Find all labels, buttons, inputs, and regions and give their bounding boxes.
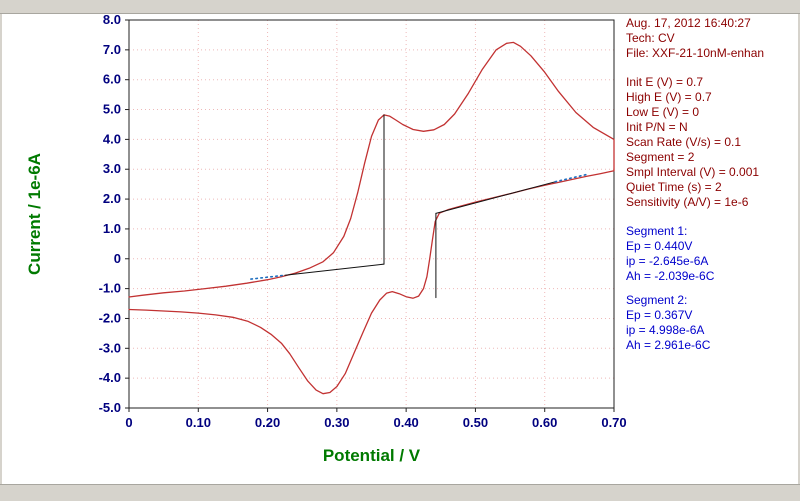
param-smpl-interval: Smpl Interval (V) = 0.001 [626,165,760,179]
parameters-block: Init E (V) = 0.7 High E (V) = 0.7 Low E … [626,75,798,210]
grid [129,20,614,408]
y-tick-label: -3.0 [99,340,121,355]
window-top-bar [0,0,800,14]
x-tick-label: 0.30 [324,415,349,430]
x-tick-label: 0.20 [255,415,280,430]
y-tick-label: 6.0 [103,72,121,87]
param-quiet-time: Quiet Time (s) = 2 [626,180,722,194]
y-tick-label: 5.0 [103,102,121,117]
file-header-block: Aug. 17, 2012 16:40:27 Tech: CV File: XX… [626,16,798,61]
param-init-pn: Init P/N = N [626,120,688,134]
cv-curve [128,41,615,395]
baseline-2-ext-dotted [554,173,588,183]
param-sensitivity: Sensitivity (A/V) = 1e-6 [626,195,749,209]
y-tick-label: 0 [114,251,121,266]
segment1-ep: Ep = 0.440V [626,239,693,253]
y-tick-label: 3.0 [103,161,121,176]
cv-chart: 0 0.10 0.20 0.30 0.40 0.50 0.60 0.70 8.0 7.0 6.0 5.… [25,14,627,465]
y-tick-label: 4.0 [103,131,121,146]
y-tick-label: 8.0 [103,14,121,27]
x-tick-label: 0.40 [393,415,418,430]
y-tick-label: -5.0 [99,400,121,415]
param-low-e: Low E (V) = 0 [626,105,700,119]
y-tick-label: -4.0 [99,370,121,385]
param-scan-rate: Scan Rate (V/s) = 0.1 [626,135,742,149]
segment1-results: Segment 1: Ep = 0.440V ip = -2.645e-6A A… [626,224,798,284]
axis-ticks: 0 0.10 0.20 0.30 0.40 0.50 0.60 0.70 8.0 7.0 6.0 5.… [99,14,627,430]
baseline-1 [284,263,385,276]
x-tick-label: 0 [125,415,132,430]
param-segment: Segment = 2 [626,150,695,164]
segment2-results: Segment 2: Ep = 0.367V ip = 4.998e-6A Ah… [626,293,798,353]
file-name: File: XXF-21-10nM-enhan [626,46,765,60]
y-tick-label: 2.0 [103,191,121,206]
y-tick-label: -1.0 [99,281,121,296]
technique-label: Tech: CV [626,31,675,45]
y-tick-label: -2.0 [99,310,121,325]
y-tick-label: 1.0 [103,221,121,236]
param-init-e: Init E (V) = 0.7 [626,75,704,89]
y-axis-label: Current / 1e-6A [25,153,44,275]
plot-frame [128,19,615,409]
y-tick-label: 7.0 [103,42,121,57]
x-tick-label: 0.60 [532,415,557,430]
window-bottom-bar [0,484,800,501]
info-panel: Aug. 17, 2012 16:40:27 Tech: CV File: XX… [626,16,798,367]
baseline-1-ext-dotted [250,274,286,280]
x-tick-label: 0.50 [463,415,488,430]
x-tick-label: 0.70 [601,415,626,430]
segment2-ep: Ep = 0.367V [626,308,693,322]
segment2-title: Segment 2: [626,293,688,307]
baseline-2 [435,181,556,214]
segment2-ah: Ah = 2.961e-6C [626,338,711,352]
x-axis-label: Potential / V [323,446,421,465]
x-tick-label: 0.10 [186,415,211,430]
segment1-ah: Ah = -2.039e-6C [626,269,715,283]
segment1-title: Segment 1: [626,224,688,238]
param-high-e: High E (V) = 0.7 [626,90,712,104]
segment1-ip: ip = -2.645e-6A [626,254,709,268]
segment2-ip: ip = 4.998e-6A [626,323,705,337]
app-content: 0 0.10 0.20 0.30 0.40 0.50 0.60 0.70 8.0 7.0 6.0 5.… [2,14,798,484]
timestamp: Aug. 17, 2012 16:40:27 [626,16,751,30]
